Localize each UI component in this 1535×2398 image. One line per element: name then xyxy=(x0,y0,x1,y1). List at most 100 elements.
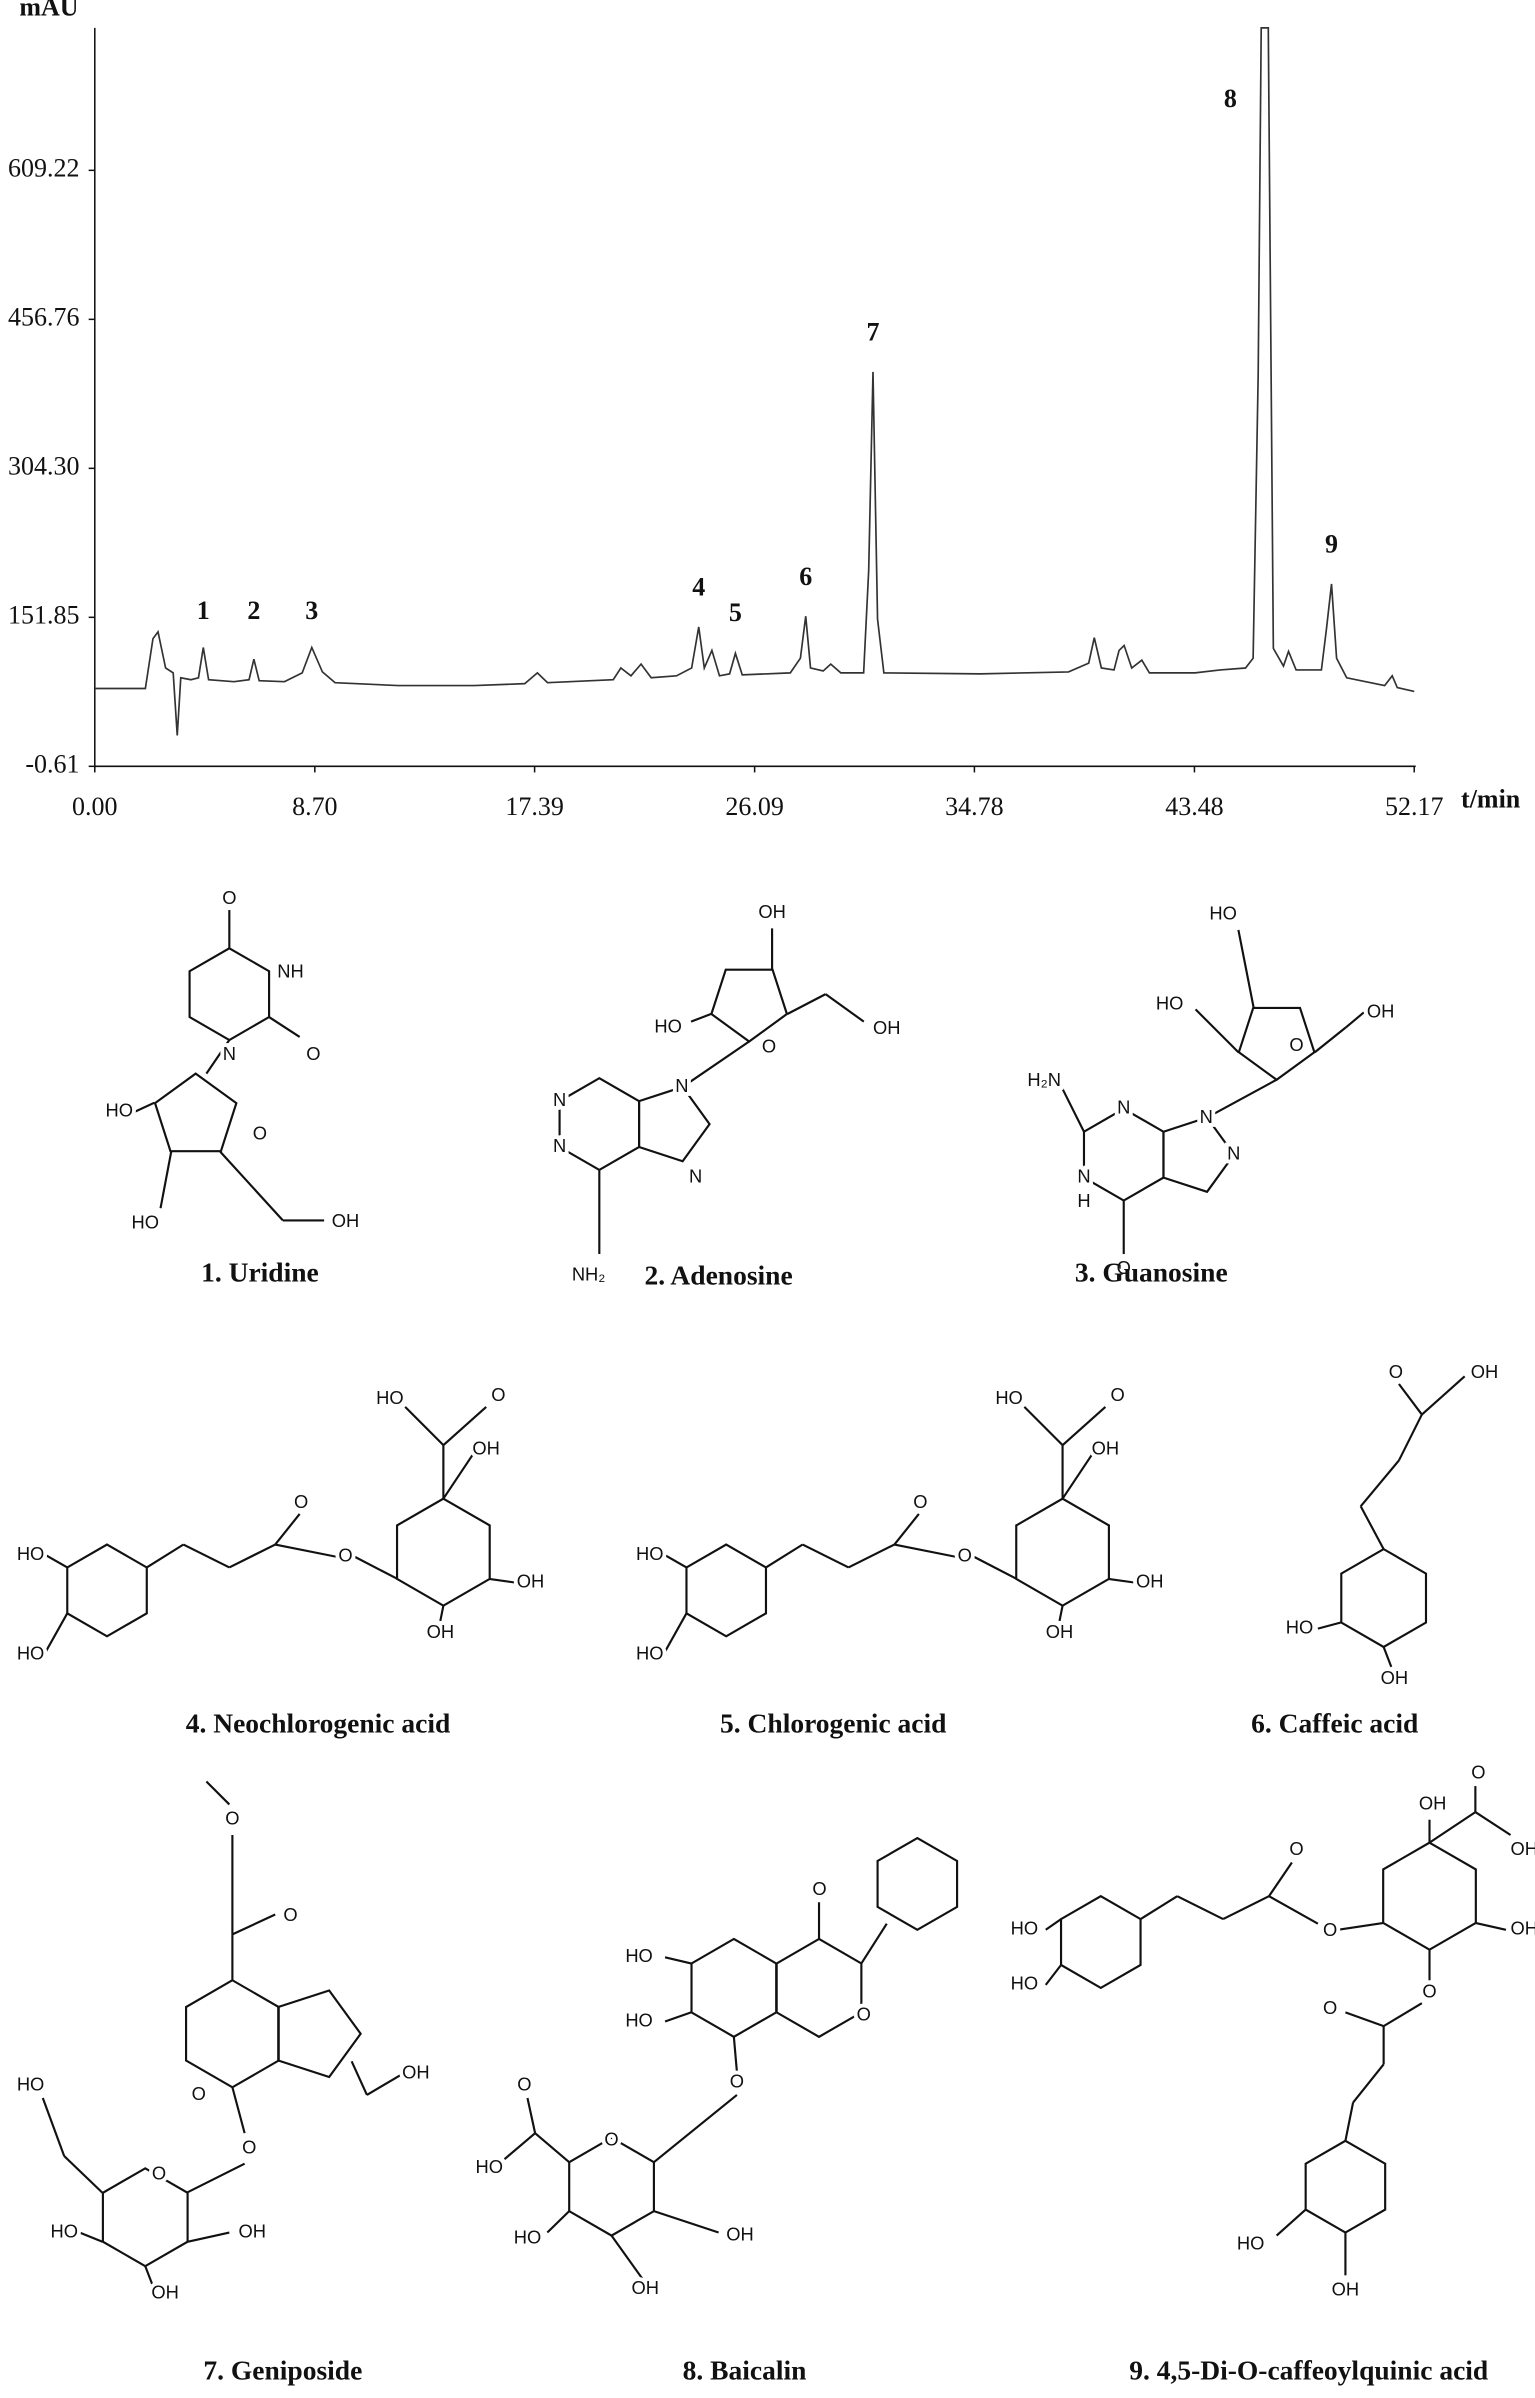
bond xyxy=(1474,1811,1512,1836)
bond xyxy=(144,2265,154,2287)
bond xyxy=(159,1151,173,1209)
atom-label: HO xyxy=(106,1100,134,1121)
bond xyxy=(1359,1505,1385,1550)
atom-label: O xyxy=(812,1878,826,1899)
ring xyxy=(1162,1116,1236,1194)
bond xyxy=(146,1543,185,1569)
atom-label: HO xyxy=(1011,1918,1039,1939)
atom-label: HO xyxy=(1237,2233,1265,2254)
bond xyxy=(802,1543,850,1569)
atom-label: O xyxy=(294,1491,308,1512)
atom-label: H₂N xyxy=(1027,1069,1061,1090)
y-tick-label: 456.76 xyxy=(8,302,79,331)
atom-label: OH xyxy=(726,2223,754,2244)
x-tick-label: 52.17 xyxy=(1385,792,1443,821)
atom-label: N xyxy=(1117,1097,1130,1118)
bond xyxy=(526,2097,537,2134)
compound-caption: 4. Neochlorogenic acid xyxy=(186,1708,451,1739)
bond xyxy=(664,1956,692,1965)
atom-label: HO xyxy=(17,2074,44,2095)
atom-label: O xyxy=(222,887,236,908)
atom-label: OH xyxy=(1332,2278,1360,2299)
atom-label: N xyxy=(223,1043,236,1064)
bond xyxy=(1222,1895,1270,1921)
atom-label: HO xyxy=(1209,902,1237,923)
atom-label: HO xyxy=(636,1543,664,1564)
bond xyxy=(45,1554,68,1569)
bond xyxy=(732,2036,738,2073)
bond xyxy=(1268,1861,1293,1897)
atom-label: OH xyxy=(427,1621,455,1642)
atom-label: OH xyxy=(1511,1918,1535,1939)
atom-label: OH xyxy=(402,2061,430,2082)
atom-label: O xyxy=(604,2129,618,2150)
bond xyxy=(1058,1605,1064,1622)
ring xyxy=(1304,2139,1387,2234)
bond xyxy=(1061,1406,1107,1446)
atom-label: OH xyxy=(332,1210,360,1231)
atom-label: HO xyxy=(636,1642,664,1663)
ring xyxy=(568,2136,655,2237)
bond xyxy=(1352,2063,1385,2104)
bond xyxy=(653,2210,719,2234)
bond xyxy=(1237,929,1255,1009)
bond xyxy=(664,1612,688,1653)
ring xyxy=(1340,1547,1428,1649)
atom-label: NH₂ xyxy=(572,1263,606,1284)
peak-label: 3 xyxy=(305,596,318,625)
bond xyxy=(1337,1921,1384,1931)
bond xyxy=(1397,1414,1423,1461)
atom-label: HO xyxy=(1156,993,1184,1014)
y-tick-label: 151.85 xyxy=(8,600,79,629)
bond xyxy=(1268,1895,1319,1925)
bond xyxy=(79,2231,103,2243)
peak-label: 1 xyxy=(197,596,210,625)
bond xyxy=(824,993,865,1023)
atom-label: O xyxy=(958,1545,972,1566)
atom-label: O xyxy=(306,1043,320,1064)
atom-label: O xyxy=(762,1035,776,1056)
atom-label: OH xyxy=(1092,1438,1120,1459)
ring xyxy=(685,1543,768,1638)
x-tick-label: 43.48 xyxy=(1165,792,1223,821)
ring xyxy=(153,1072,238,1153)
bond xyxy=(205,1039,231,1075)
bond xyxy=(1206,1078,1278,1119)
x-tick-label: 26.09 xyxy=(725,792,783,821)
bond xyxy=(893,1513,920,1546)
bond xyxy=(366,2074,402,2096)
bond xyxy=(1275,2208,1307,2237)
atom-label: O xyxy=(730,2071,744,2092)
bond xyxy=(1382,1646,1393,1668)
bond xyxy=(1475,1921,1507,1931)
atom-label: O xyxy=(913,1491,927,1512)
bond xyxy=(664,1554,688,1569)
x-tick-label: 8.70 xyxy=(292,792,337,821)
bond xyxy=(187,2231,230,2243)
bond xyxy=(44,1612,69,1653)
compound-caption: 8. Baicalin xyxy=(683,2354,807,2385)
atom-label: HO xyxy=(131,1211,159,1232)
atom-label: OH xyxy=(1511,1838,1535,1859)
peak-label: 5 xyxy=(729,598,742,627)
bond xyxy=(182,1543,230,1569)
bond xyxy=(489,1577,517,1584)
bond xyxy=(274,1513,301,1546)
atom-label: OH xyxy=(1046,1621,1074,1642)
bond xyxy=(973,1555,1018,1580)
ring xyxy=(1059,1894,1142,1990)
bond xyxy=(546,2210,570,2234)
atom-label: OH xyxy=(1419,1792,1447,1813)
bond xyxy=(404,1406,445,1446)
atom-label: H xyxy=(1077,1190,1090,1211)
bond xyxy=(848,1543,895,1569)
peak-label: 4 xyxy=(692,573,705,602)
atom-label: OH xyxy=(1136,1571,1164,1592)
bond xyxy=(1023,1406,1064,1446)
bond xyxy=(268,1016,301,1038)
ring xyxy=(710,968,789,1043)
y-tick-label: 609.22 xyxy=(8,153,79,182)
atom-label: HO xyxy=(1011,1973,1039,1994)
y-tick-label: -0.61 xyxy=(25,749,79,778)
